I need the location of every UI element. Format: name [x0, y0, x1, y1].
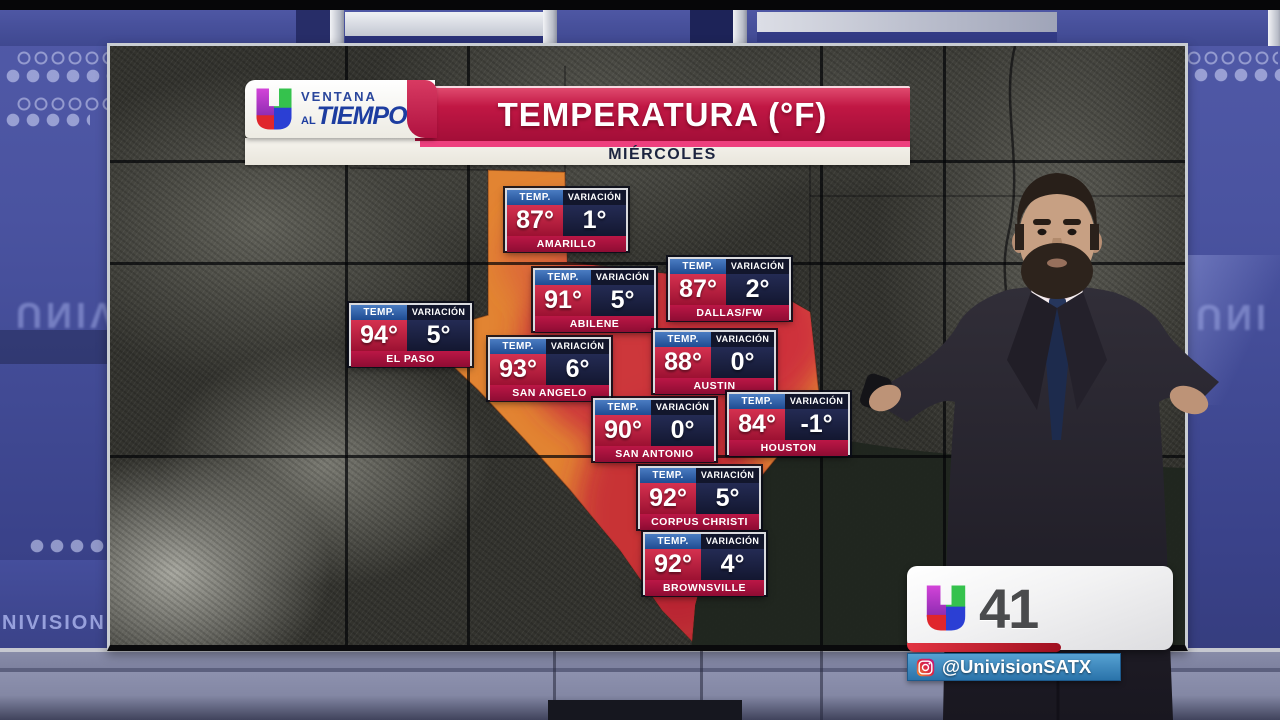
wall-dots-decoration [16, 96, 128, 111]
temperature-value: 92° [645, 549, 702, 580]
variation-value: 5° [696, 483, 759, 514]
city-name: EL PASO [351, 351, 470, 367]
city-name: CORPUS CHRISTI [640, 514, 759, 530]
set-panel: NIVISION [0, 560, 108, 652]
temperature-banner: TEMPERATURA (°F) [415, 86, 910, 141]
studio-railing [0, 10, 1280, 46]
variation-value: 1° [563, 205, 626, 236]
wall-panel-seam [345, 46, 348, 645]
temperature-value: 94° [351, 320, 408, 351]
presenter-left-hand [868, 384, 902, 412]
city-name: HOUSTON [729, 440, 848, 456]
variation-column-header: VARIACIÓN [407, 305, 470, 320]
variation-value: 4° [701, 549, 764, 580]
variation-value: -1° [785, 409, 848, 440]
temperature-value: 90° [595, 415, 652, 446]
temp-column-header: TEMP. [490, 339, 547, 354]
wall-dots-decoration [28, 538, 108, 555]
wall-panel-seam [820, 46, 823, 645]
city-name: SAN ANGELO [490, 385, 609, 401]
variation-column-header: VARIACIÓN [701, 534, 764, 549]
variation-column-header: VARIACIÓN [591, 270, 654, 285]
city-name: DALLAS/FW [670, 305, 789, 321]
presenter-beard [1021, 243, 1093, 299]
wall-dots-decoration [4, 112, 90, 129]
univision-u-icon [923, 582, 969, 634]
logo-line2: TIEMPO [316, 101, 408, 130]
city-name: AMARILLO [507, 236, 626, 252]
city-name: BROWNSVILLE [645, 580, 764, 596]
banner-title: TEMPERATURA (°F) [497, 95, 828, 133]
wall-dots-decoration [1186, 50, 1278, 65]
banner-pink-stripe [420, 141, 910, 147]
temp-column-header: TEMP. [655, 332, 712, 347]
day-label: MIÉRCOLES [608, 146, 717, 163]
temperature-value: 87° [670, 274, 727, 305]
city-temperature-card: TEMP. VARIACIÓN 84° -1° HOUSTON [727, 392, 850, 456]
variation-column-header: VARIACIÓN [785, 394, 848, 409]
wall-panel-seam [110, 262, 1185, 265]
city-temperature-card: TEMP. VARIACIÓN 91° 5° ABILENE [533, 268, 656, 332]
instagram-handle: @UnivisionSATX [942, 656, 1092, 677]
temp-column-header: TEMP. [670, 259, 727, 274]
city-temperature-card: TEMP. VARIACIÓN 90° 0° SAN ANTONIO [593, 398, 716, 462]
temp-column-header: TEMP. [507, 190, 564, 205]
variation-column-header: VARIACIÓN [696, 468, 759, 483]
logo-line1: VENTANA [301, 88, 377, 104]
temperature-value: 87° [507, 205, 564, 236]
variation-value: 5° [591, 285, 654, 316]
temp-column-header: TEMP. [640, 468, 697, 483]
top-black-bar [0, 0, 1280, 10]
ventana-al-tiempo-logo: VENTANA AL TIEMPO [245, 80, 437, 138]
wall-dots-decoration [16, 50, 128, 65]
city-name: AUSTIN [655, 378, 774, 394]
city-name: SAN ANTONIO [595, 446, 714, 462]
instagram-icon [916, 658, 935, 676]
temp-column-header: TEMP. [351, 305, 408, 320]
variation-column-header: VARIACIÓN [711, 332, 774, 347]
floor-recess [548, 700, 742, 720]
temperature-value: 93° [490, 354, 547, 385]
city-temperature-card: TEMP. VARIACIÓN 93° 6° SAN ANGELO [488, 337, 611, 401]
temp-column-header: TEMP. [729, 394, 786, 409]
city-name: ABILENE [535, 316, 654, 332]
variation-value: 0° [651, 415, 714, 446]
variation-column-header: VARIACIÓN [563, 190, 626, 205]
social-media-bar: @UnivisionSATX [907, 653, 1121, 681]
set-univision-text: NIVISION [2, 612, 106, 634]
city-temperature-card: TEMP. VARIACIÓN 87° 1° AMARILLO [505, 188, 628, 252]
city-temperature-card: TEMP. VARIACIÓN 87° 2° DALLAS/FW [668, 257, 791, 321]
temperature-value: 91° [535, 285, 592, 316]
temp-column-header: TEMP. [535, 270, 592, 285]
city-temperature-card: TEMP. VARIACIÓN 92° 5° CORPUS CHRISTI [638, 466, 761, 530]
univision-41-bug: 41 [907, 566, 1173, 652]
temperature-value: 88° [655, 347, 712, 378]
variation-value: 0° [711, 347, 774, 378]
wall-dots-decoration [4, 68, 112, 85]
variation-column-header: VARIACIÓN [726, 259, 789, 274]
temp-column-header: TEMP. [595, 400, 652, 415]
temperature-value: 92° [640, 483, 697, 514]
variation-value: 2° [726, 274, 789, 305]
presenter-hair [1017, 173, 1097, 234]
city-temperature-card: TEMP. VARIACIÓN 88° 0° AUSTIN [653, 330, 776, 394]
city-temperature-card: TEMP. VARIACIÓN 94° 5° EL PASO [349, 303, 472, 367]
wall-dots-decoration [1192, 67, 1280, 84]
logo-line2-prefix: AL [301, 114, 316, 127]
city-temperature-card: TEMP. VARIACIÓN 92° 4° BROWNSVILLE [643, 532, 766, 596]
temperature-value: 84° [729, 409, 786, 440]
variation-value: 6° [546, 354, 609, 385]
variation-column-header: VARIACIÓN [546, 339, 609, 354]
station-number: 41 [979, 576, 1039, 640]
variation-value: 5° [407, 320, 470, 351]
variation-column-header: VARIACIÓN [651, 400, 714, 415]
presenter-right-hand [1169, 385, 1209, 415]
temp-column-header: TEMP. [645, 534, 702, 549]
